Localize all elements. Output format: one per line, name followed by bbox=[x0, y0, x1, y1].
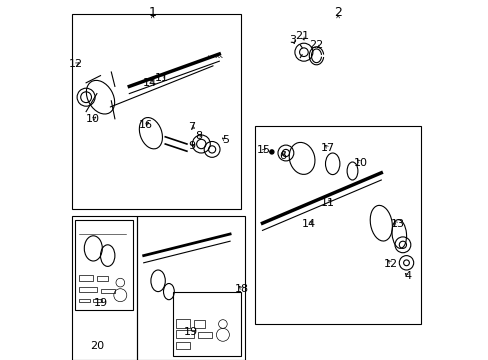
Text: 4: 4 bbox=[404, 271, 411, 282]
Bar bbox=[172, 292, 241, 356]
Text: 9: 9 bbox=[187, 141, 195, 151]
Text: 18: 18 bbox=[235, 284, 249, 294]
Text: 1: 1 bbox=[148, 6, 156, 19]
Text: 19: 19 bbox=[184, 327, 198, 337]
Text: 2: 2 bbox=[333, 6, 341, 19]
Text: 10: 10 bbox=[86, 114, 100, 124]
Text: 7: 7 bbox=[187, 122, 195, 132]
Text: 22: 22 bbox=[309, 40, 323, 50]
Bar bbox=[176, 342, 190, 349]
Bar bbox=[72, 216, 136, 360]
Bar bbox=[101, 289, 115, 293]
Bar bbox=[197, 332, 212, 338]
Circle shape bbox=[269, 150, 273, 154]
Bar bbox=[79, 287, 97, 292]
Text: 16: 16 bbox=[138, 120, 152, 130]
Bar bbox=[93, 299, 102, 302]
Bar bbox=[79, 275, 93, 281]
Bar bbox=[255, 126, 420, 324]
Text: 6: 6 bbox=[278, 150, 285, 161]
Bar bbox=[79, 299, 89, 302]
Text: 15: 15 bbox=[256, 145, 270, 156]
Bar bbox=[75, 220, 133, 310]
Text: 19: 19 bbox=[93, 298, 107, 308]
Text: 3: 3 bbox=[288, 35, 295, 45]
Bar bbox=[72, 14, 241, 209]
Text: 14: 14 bbox=[302, 219, 316, 229]
Text: 17: 17 bbox=[321, 143, 335, 153]
Bar bbox=[176, 319, 190, 328]
Bar bbox=[176, 330, 194, 338]
Text: 11: 11 bbox=[320, 198, 334, 208]
Text: 12: 12 bbox=[69, 59, 83, 69]
Text: 13: 13 bbox=[390, 219, 404, 229]
Text: 11: 11 bbox=[154, 73, 168, 83]
Text: 20: 20 bbox=[90, 341, 104, 351]
Text: 5: 5 bbox=[222, 135, 228, 145]
Bar bbox=[136, 216, 244, 360]
Text: 14: 14 bbox=[142, 78, 157, 88]
Text: 21: 21 bbox=[294, 31, 308, 41]
Bar bbox=[97, 276, 107, 281]
Text: 10: 10 bbox=[353, 158, 366, 168]
Text: 8: 8 bbox=[195, 131, 202, 141]
Bar bbox=[194, 320, 204, 328]
Text: 12: 12 bbox=[384, 258, 398, 269]
